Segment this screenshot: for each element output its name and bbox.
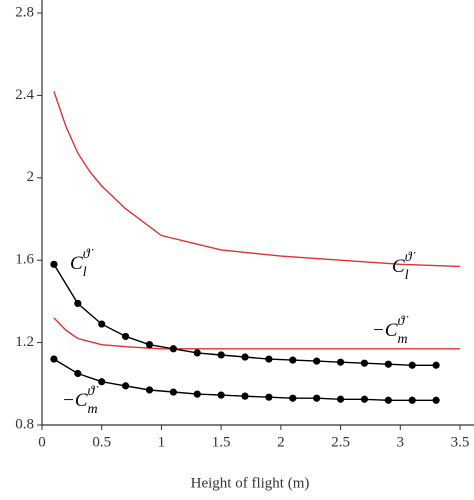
point	[217, 391, 225, 399]
y-tick-label: 2	[27, 169, 35, 185]
y-tick-label: 1.2	[15, 334, 34, 350]
annotation-sub: m	[398, 332, 408, 347]
point	[432, 361, 440, 369]
x-tick-label: 1.5	[212, 434, 231, 450]
x-tick-label: 3.5	[451, 434, 470, 450]
point	[241, 353, 249, 361]
annotation: Cϑ̇ l	[70, 247, 94, 280]
y-tick-label: 2.4	[15, 87, 34, 103]
point	[98, 378, 106, 386]
series-line	[53, 91, 461, 268]
point	[360, 359, 369, 367]
series-line	[53, 263, 437, 366]
x-tick-label: 2.5	[331, 434, 350, 450]
point	[98, 320, 106, 328]
x-tick-label: 3	[397, 434, 405, 450]
point	[50, 355, 58, 363]
point	[408, 361, 416, 369]
point	[122, 332, 130, 341]
point	[265, 355, 273, 363]
point	[289, 394, 297, 402]
point	[336, 395, 345, 403]
point	[74, 299, 82, 308]
point	[193, 349, 201, 357]
annotation-sup: ϑ̇	[405, 250, 416, 265]
point	[384, 396, 392, 404]
series-line	[53, 317, 460, 350]
point	[74, 369, 82, 378]
point	[384, 360, 392, 368]
annotation-sub: l	[83, 265, 87, 280]
y-tick-label: 1.6	[15, 252, 34, 268]
point	[193, 390, 201, 398]
annotation-sub: m	[88, 402, 98, 417]
annotation: −Cϑ̇ m	[62, 384, 98, 417]
annotation: Cϑ̇ l	[392, 250, 416, 283]
point	[145, 386, 154, 394]
annotation: −Cϑ̇ m	[372, 314, 408, 347]
point	[241, 392, 249, 400]
point	[50, 260, 58, 268]
point	[313, 357, 321, 365]
point	[265, 393, 273, 401]
annotation-sup: ϑ̇	[83, 247, 94, 262]
point	[289, 356, 297, 364]
point	[145, 341, 154, 349]
annotation-sub: l	[405, 268, 409, 283]
x-tick-label: 0.5	[92, 434, 111, 450]
point	[313, 394, 321, 402]
point	[169, 345, 177, 353]
point	[432, 396, 440, 404]
point	[169, 388, 177, 396]
y-tick-label: 0.8	[15, 416, 34, 432]
point	[217, 351, 225, 359]
annotation-sup: ϑ̇	[88, 384, 99, 399]
x-axis-label: Height of flight (m)	[191, 475, 310, 491]
annotation-base: −C	[62, 390, 88, 411]
x-tick-label: 2	[277, 434, 285, 450]
annotation-base: −C	[372, 320, 398, 341]
annotation-base: C	[392, 256, 405, 277]
annotation-base: C	[70, 253, 83, 274]
point	[122, 382, 130, 390]
annotation-sup: ϑ̇	[398, 314, 409, 329]
point	[336, 358, 345, 366]
y-tick-label: 2.8	[15, 4, 34, 20]
point	[408, 396, 416, 404]
x-tick-label: 0	[38, 434, 46, 450]
x-tick-label: 1	[158, 434, 166, 450]
point	[360, 395, 369, 403]
